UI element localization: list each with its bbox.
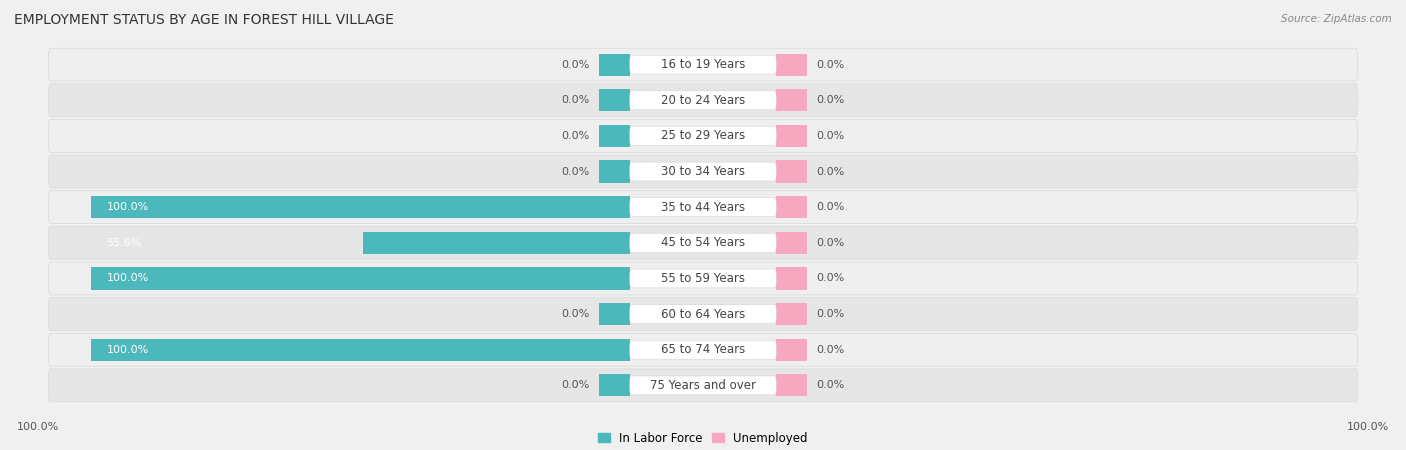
- Bar: [599, 161, 630, 183]
- FancyBboxPatch shape: [630, 269, 776, 288]
- Text: 0.0%: 0.0%: [817, 345, 845, 355]
- Text: 35 to 44 Years: 35 to 44 Years: [661, 201, 745, 214]
- Text: 0.0%: 0.0%: [817, 380, 845, 391]
- FancyBboxPatch shape: [48, 120, 1358, 152]
- FancyBboxPatch shape: [48, 369, 1358, 402]
- Text: 0.0%: 0.0%: [561, 95, 589, 105]
- Text: 0.0%: 0.0%: [817, 95, 845, 105]
- FancyBboxPatch shape: [630, 91, 776, 110]
- Text: EMPLOYMENT STATUS BY AGE IN FOREST HILL VILLAGE: EMPLOYMENT STATUS BY AGE IN FOREST HILL …: [14, 14, 394, 27]
- Text: 0.0%: 0.0%: [817, 309, 845, 319]
- Text: 65 to 74 Years: 65 to 74 Years: [661, 343, 745, 356]
- FancyBboxPatch shape: [48, 191, 1358, 224]
- FancyBboxPatch shape: [630, 234, 776, 252]
- Bar: [599, 125, 630, 147]
- Text: 30 to 34 Years: 30 to 34 Years: [661, 165, 745, 178]
- FancyBboxPatch shape: [630, 126, 776, 145]
- Bar: [599, 374, 630, 396]
- Bar: [599, 54, 630, 76]
- FancyBboxPatch shape: [630, 305, 776, 324]
- Text: 0.0%: 0.0%: [817, 274, 845, 284]
- Bar: [363, 232, 630, 254]
- FancyBboxPatch shape: [48, 298, 1358, 330]
- Bar: [91, 196, 630, 218]
- Text: 0.0%: 0.0%: [817, 238, 845, 248]
- Text: 45 to 54 Years: 45 to 54 Years: [661, 236, 745, 249]
- Bar: [776, 232, 807, 254]
- FancyBboxPatch shape: [48, 155, 1358, 188]
- Bar: [776, 196, 807, 218]
- Text: 0.0%: 0.0%: [561, 380, 589, 391]
- Text: 55.6%: 55.6%: [107, 238, 142, 248]
- Text: 25 to 29 Years: 25 to 29 Years: [661, 130, 745, 142]
- Text: 0.0%: 0.0%: [561, 59, 589, 70]
- FancyBboxPatch shape: [48, 333, 1358, 366]
- Text: 0.0%: 0.0%: [561, 166, 589, 176]
- Bar: [91, 267, 630, 289]
- Text: 100.0%: 100.0%: [107, 274, 149, 284]
- Text: 55 to 59 Years: 55 to 59 Years: [661, 272, 745, 285]
- Bar: [776, 339, 807, 361]
- Bar: [776, 374, 807, 396]
- FancyBboxPatch shape: [48, 262, 1358, 295]
- Bar: [91, 339, 630, 361]
- Text: 16 to 19 Years: 16 to 19 Years: [661, 58, 745, 71]
- FancyBboxPatch shape: [48, 226, 1358, 259]
- Text: 0.0%: 0.0%: [817, 166, 845, 176]
- Legend: In Labor Force, Unemployed: In Labor Force, Unemployed: [593, 427, 813, 450]
- Bar: [599, 303, 630, 325]
- FancyBboxPatch shape: [630, 162, 776, 181]
- Text: 0.0%: 0.0%: [561, 309, 589, 319]
- Bar: [776, 89, 807, 111]
- Text: 100.0%: 100.0%: [17, 422, 59, 432]
- FancyBboxPatch shape: [630, 198, 776, 216]
- Bar: [776, 161, 807, 183]
- Bar: [776, 125, 807, 147]
- Text: 75 Years and over: 75 Years and over: [650, 379, 756, 392]
- Text: 0.0%: 0.0%: [817, 59, 845, 70]
- Text: 0.0%: 0.0%: [817, 202, 845, 212]
- Text: 0.0%: 0.0%: [561, 131, 589, 141]
- Text: 60 to 64 Years: 60 to 64 Years: [661, 308, 745, 320]
- Text: Source: ZipAtlas.com: Source: ZipAtlas.com: [1281, 14, 1392, 23]
- Text: 0.0%: 0.0%: [817, 131, 845, 141]
- FancyBboxPatch shape: [630, 55, 776, 74]
- Text: 20 to 24 Years: 20 to 24 Years: [661, 94, 745, 107]
- FancyBboxPatch shape: [630, 340, 776, 359]
- Text: 100.0%: 100.0%: [1347, 422, 1389, 432]
- Bar: [776, 267, 807, 289]
- Bar: [776, 54, 807, 76]
- Text: 100.0%: 100.0%: [107, 345, 149, 355]
- FancyBboxPatch shape: [48, 84, 1358, 117]
- FancyBboxPatch shape: [48, 48, 1358, 81]
- Bar: [599, 89, 630, 111]
- Text: 100.0%: 100.0%: [107, 202, 149, 212]
- Bar: [776, 303, 807, 325]
- FancyBboxPatch shape: [630, 376, 776, 395]
